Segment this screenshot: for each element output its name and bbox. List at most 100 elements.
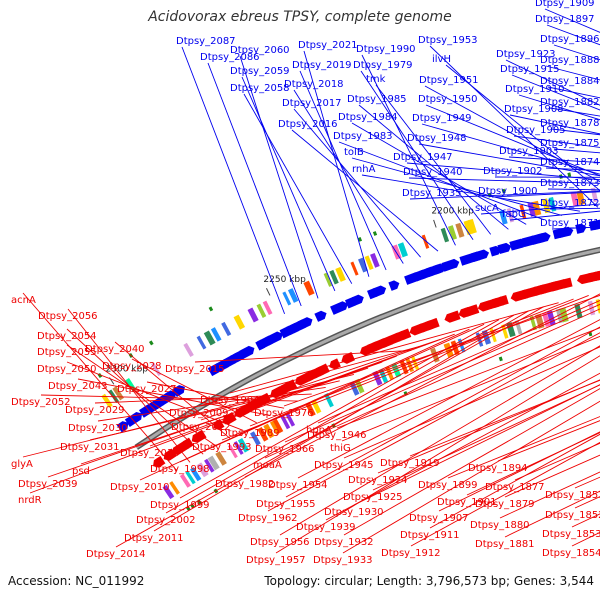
forward-gene-label-dtpsy-1902: Dtpsy_1902 (483, 166, 543, 177)
forward-gene-label-dtpsy-1940: Dtpsy_1940 (403, 167, 463, 178)
cog-category-bar (467, 218, 477, 234)
rna-feature-mark (501, 188, 506, 194)
reverse-gene-label-glya: glyA (11, 459, 33, 470)
reverse-gene-leader-line (249, 298, 574, 427)
reverse-gene-arrow (496, 295, 509, 306)
reverse-gene-label-dtpsy-2043: Dtpsy_2043 (48, 381, 108, 392)
cog-category-bar (196, 462, 209, 478)
reverse-gene-label-dtpsy-1989: Dtpsy_1989 (220, 428, 280, 439)
forward-gene-label-dtpsy-2086: Dtpsy_2086 (200, 52, 260, 63)
reverse-gene-label-moaa: moaA (253, 460, 282, 471)
reverse-gene-label-dtpsy-2029: Dtpsy_2029 (65, 405, 125, 416)
reverse-gene-label-dtpsy-1930: Dtpsy_1930 (324, 507, 384, 518)
reverse-gene-arrow (182, 437, 194, 450)
forward-gene-leader-line (513, 135, 600, 148)
reverse-gene-label-dtpsy-2055: Dtpsy_2055 (37, 347, 97, 358)
scale-tick-label: 2250 kbp (263, 275, 306, 285)
cog-category-bar (280, 415, 291, 430)
cog-category-bar (203, 330, 216, 346)
forward-gene-arrow (497, 242, 512, 255)
forward-gene-label-dtpsy-1873: Dtpsy_1873 (540, 178, 600, 189)
forward-gene-leader-line (494, 176, 600, 178)
reverse-gene-label-dtpsy-1881: Dtpsy_1881 (475, 539, 535, 550)
cog-category-bar (323, 272, 333, 287)
reverse-gene-label-dtpsy-1879: Dtpsy_1879 (475, 499, 535, 510)
reverse-gene-label-dtpsy-2050: Dtpsy_2050 (37, 364, 97, 375)
forward-gene-arrow (239, 345, 255, 359)
cog-category-bar (196, 335, 207, 350)
forward-gene-leader-line (243, 93, 353, 284)
reverse-gene-leader-line (198, 344, 426, 407)
reverse-gene-label-dtpsy-2031: Dtpsy_2031 (60, 442, 120, 453)
rna-feature-mark (208, 306, 214, 312)
reverse-gene-label-psd: psd (72, 466, 90, 477)
reverse-gene-arrow (535, 282, 553, 295)
reverse-gene-label-dtpsy-1901: Dtpsy_1901 (437, 497, 497, 508)
forward-gene-label-dtpsy-1900: Dtpsy_1900 (478, 186, 538, 197)
reverse-gene-label-dtpsy-1962: Dtpsy_1962 (238, 513, 298, 524)
reverse-gene-label-dtpsy-2002: Dtpsy_2002 (136, 515, 196, 526)
reverse-gene-leader-line (264, 308, 600, 459)
forward-gene-label-dtpsy-1903: Dtpsy_1903 (499, 146, 559, 157)
reverse-gene-arrow (444, 310, 461, 323)
forward-gene-label-dtpsy-1875: Dtpsy_1875 (540, 138, 600, 149)
forward-gene-leader-line (293, 108, 421, 258)
cog-category-bar (162, 484, 175, 500)
forward-gene-leader-line (518, 94, 600, 121)
reverse-gene-label-dtpsy-1939: Dtpsy_1939 (296, 522, 356, 533)
reverse-gene-arrow (341, 351, 356, 364)
reverse-gene-label-dtpsy-1919: Dtpsy_1919 (380, 458, 440, 469)
reverse-gene-label-dtpsy-1982: Dtpsy_1982 (215, 479, 275, 490)
cog-category-bar (272, 418, 284, 434)
scale-tick-label: 2200 kbp (431, 206, 474, 216)
cog-category-bar (455, 222, 465, 238)
cog-category-bar (233, 314, 246, 330)
reverse-gene-label-dtpsy-1956: Dtpsy_1956 (250, 537, 310, 548)
cog-category-bar (324, 393, 334, 408)
reverse-gene-leader-line (499, 471, 600, 519)
reverse-gene-label-dtpsy-2052: Dtpsy_2052 (11, 397, 71, 408)
forward-gene-label-dtpsy-1871: Dtpsy_1871 (540, 218, 600, 229)
forward-gene-label-suca: sucA (475, 203, 499, 214)
cog-category-bar (555, 308, 564, 324)
reverse-gene-leader-line (429, 433, 600, 529)
forward-gene-label-tolb: tolB (344, 147, 364, 158)
reverse-gene-leader-line (466, 432, 600, 496)
forward-gene-leader-line (338, 141, 545, 221)
forward-gene-leader-line (303, 50, 370, 277)
forward-gene-label-dtpsy-1910: Dtpsy_1910 (505, 84, 565, 95)
cog-category-bar (282, 291, 292, 306)
cog-category-bar (410, 355, 420, 370)
reverse-gene-label-dtpsy-2039: Dtpsy_2039 (18, 479, 78, 490)
cog-category-bar (185, 470, 196, 485)
reverse-gene-leader-line (410, 441, 600, 547)
map-title: Acidovorax ebreus TPSY, complete genome (148, 9, 452, 25)
forward-gene-label-dtpsy-1888: Dtpsy_1888 (540, 55, 600, 66)
reverse-gene-leader-line (297, 319, 600, 479)
forward-gene-label-dtpsy-2059: Dtpsy_2059 (230, 66, 290, 77)
cog-category-bar (397, 242, 408, 258)
reverse-gene-leader-line (514, 442, 600, 481)
reverse-gene-leader-line (504, 490, 600, 538)
forward-gene-leader-line (408, 177, 600, 184)
cog-category-bar (329, 269, 339, 285)
reverse-gene-leader-line (40, 394, 298, 402)
reverse-gene-arrow (462, 304, 480, 317)
reverse-gene-label-dtpsy-2054: Dtpsy_2054 (37, 331, 97, 342)
forward-gene-arrow (388, 280, 400, 291)
cog-category-bar (247, 307, 259, 323)
cog-category-bar (257, 426, 269, 442)
forward-gene-arrow (536, 232, 551, 244)
reverse-gene-label-dtpsy-1932: Dtpsy_1932 (314, 537, 374, 548)
backbone-ring (135, 248, 600, 449)
forward-gene-leader-line (425, 104, 600, 177)
forward-gene-leader-line (181, 46, 286, 315)
reverse-gene-leader-line (342, 400, 600, 554)
reverse-gene-label-dtpsy-1946: Dtpsy_1946 (307, 430, 367, 441)
forward-gene-label-tmk: tmk (366, 74, 386, 85)
reverse-gene-leader-line (275, 355, 600, 554)
forward-gene-label-dtpsy-1909: Dtpsy_1909 (535, 0, 595, 9)
reverse-gene-label-dtpsy-1851: Dtpsy_1851 (545, 490, 600, 501)
reverse-gene-leader-line (317, 300, 600, 424)
